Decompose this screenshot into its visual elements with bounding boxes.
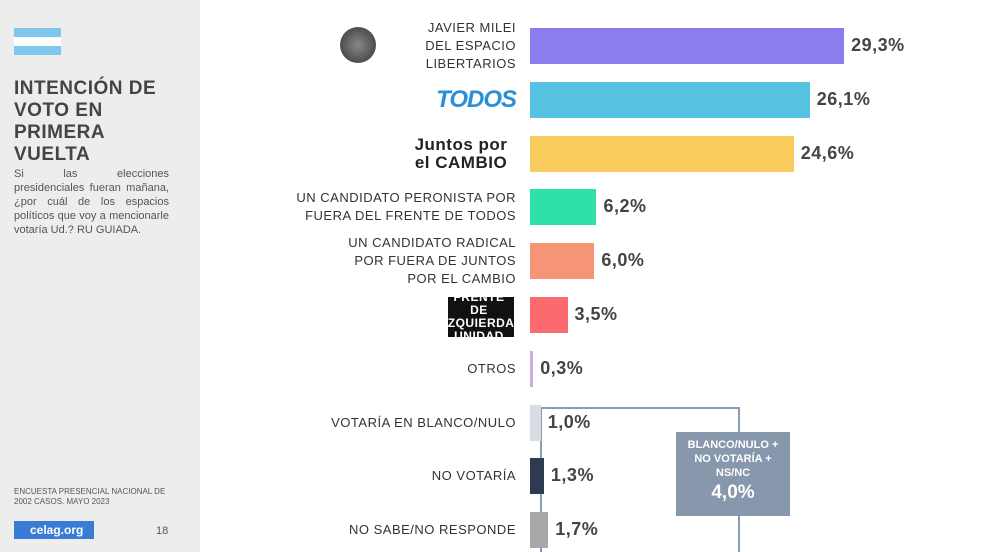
bar xyxy=(530,458,544,495)
bar xyxy=(530,512,549,549)
value-label: 6,0% xyxy=(601,250,645,271)
category-label: VOTARÍA EN BLANCO/NULO xyxy=(331,414,516,430)
annotation-value: 4,0% xyxy=(711,482,755,503)
bar xyxy=(530,297,568,333)
bar xyxy=(530,81,810,118)
question: Si las elecciones presidenciales fueran … xyxy=(14,168,169,236)
bar xyxy=(530,135,794,172)
sidebar: INTENCIÓN DE VOTO EN PRIMERA VUELTA Si l… xyxy=(0,0,200,552)
category-label: FRENTE DE IZQUIERDA UNIDAD xyxy=(443,290,515,343)
category-label: NO VOTARÍA xyxy=(431,468,516,484)
value-label: 1,3% xyxy=(550,465,594,486)
category-label: UN CANDIDATO PERONISTA POR FUERA DEL FRE… xyxy=(296,190,516,224)
value-label: 0,3% xyxy=(540,357,584,378)
category-label: TODOS xyxy=(436,85,517,113)
value-label: 29,3% xyxy=(851,35,905,55)
bar xyxy=(530,189,597,226)
category-label: JAVIER MILEI DEL ESPACIO LIBERTARIOS xyxy=(425,20,516,71)
category-label: NO SABE/NO RESPONDE xyxy=(349,522,516,538)
category-label: UN CANDIDATO RADICAL POR FUERA DE JUNTOS… xyxy=(348,235,516,287)
value-label: 24,6% xyxy=(800,142,855,163)
candidate-photo xyxy=(340,27,376,63)
bar xyxy=(530,243,595,280)
category-label: Juntos por el CAMBIO xyxy=(414,134,508,172)
value-label: 26,1% xyxy=(816,88,871,109)
value-label: 6,2% xyxy=(603,196,647,217)
logo[interactable]: celag.org xyxy=(14,521,94,539)
bar xyxy=(530,404,541,441)
title: INTENCIÓN DE VOTO EN PRIMERA VUELTA xyxy=(14,78,157,165)
value-label: 1,0% xyxy=(547,411,591,432)
value-label: 1,7% xyxy=(555,519,599,540)
bar xyxy=(530,28,845,64)
annotation-text: BLANCO/NULO + NO VOTARÍA + NS/NC xyxy=(687,439,779,479)
page-number: 18 xyxy=(156,525,169,537)
bar xyxy=(530,350,534,387)
annotation-box: BLANCO/NULO + NO VOTARÍA + NS/NC 4,0% xyxy=(676,432,790,516)
flag xyxy=(14,28,61,55)
category-label: OTROS xyxy=(467,360,516,376)
value-label: 3,5% xyxy=(574,304,618,324)
source: ENCUESTA PRESENCIAL NACIONAL DE 2002 CAS… xyxy=(14,487,166,506)
